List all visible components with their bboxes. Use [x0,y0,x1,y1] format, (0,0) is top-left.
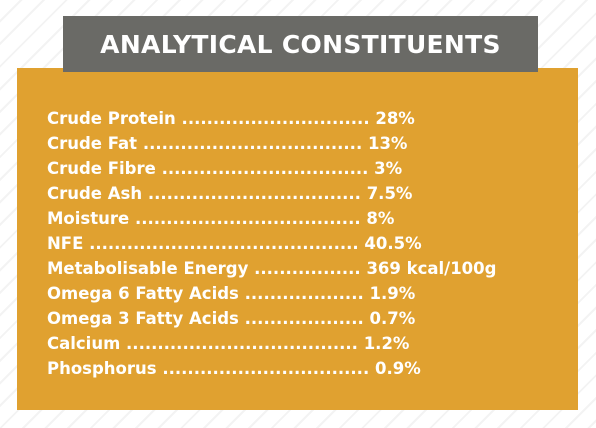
constituent-value: 1.2% [363,334,410,353]
leader-dots: .................................. [147,184,361,203]
constituent-value: 28% [375,109,415,128]
constituent-row-crude-ash: Crude Ash ..............................… [47,181,496,206]
leader-dots: ................................. [161,159,369,178]
constituent-row-crude-fibre: Crude Fibre ............................… [47,156,496,181]
constituent-value: 0.9% [374,359,421,378]
page-title: ANALYTICAL CONSTITUENTS [100,29,501,59]
constituents-panel [17,68,578,410]
title-banner: ANALYTICAL CONSTITUENTS [63,16,538,72]
constituent-value: 1.9% [369,284,416,303]
constituent-name: Omega 3 Fatty Acids [47,309,239,328]
leader-dots: .................................... [134,209,361,228]
constituent-row-calcium: Calcium ................................… [47,331,496,356]
constituent-value: 0.7% [369,309,416,328]
constituent-name: Crude Ash [47,184,143,203]
constituent-value: 369 kcal/100g [366,259,497,278]
leader-dots: ..................................... [126,334,358,353]
constituent-name: Calcium [47,334,121,353]
leader-dots: ................................. [162,359,370,378]
constituent-name: Crude Protein [47,109,176,128]
leader-dots: ................................... [142,134,363,153]
constituent-row-nfe: NFE ....................................… [47,231,496,256]
leader-dots: ........................................… [89,234,359,253]
leader-dots: ................. [254,259,361,278]
constituents-list: Crude Protein ..........................… [47,106,496,381]
leader-dots: .............................. [181,109,370,128]
constituent-name: Crude Fat [47,134,138,153]
constituent-row-omega-6: Omega 6 Fatty Acids ................... … [47,281,496,306]
leader-dots: ................... [244,284,364,303]
constituent-name: Phosphorus [47,359,157,378]
constituent-row-omega-3: Omega 3 Fatty Acids ................... … [47,306,496,331]
constituent-value: 13% [367,134,408,153]
constituent-value: 8% [366,209,395,228]
constituent-row-moisture: Moisture ...............................… [47,206,496,231]
constituent-name: Crude Fibre [47,159,156,178]
constituent-name: Metabolisable Energy [47,259,249,278]
constituent-row-metabolisable-energy: Metabolisable Energy ................. 3… [47,256,496,281]
constituent-value: 40.5% [364,234,422,253]
constituent-name: NFE [47,234,84,253]
constituent-name: Moisture [47,209,130,228]
constituent-row-crude-fat: Crude Fat ..............................… [47,131,496,156]
constituent-name: Omega 6 Fatty Acids [47,284,239,303]
constituent-row-crude-protein: Crude Protein ..........................… [47,106,496,131]
leader-dots: ................... [244,309,364,328]
constituent-value: 7.5% [366,184,413,203]
constituent-row-phosphorus: Phosphorus .............................… [47,356,496,381]
constituent-value: 3% [374,159,403,178]
